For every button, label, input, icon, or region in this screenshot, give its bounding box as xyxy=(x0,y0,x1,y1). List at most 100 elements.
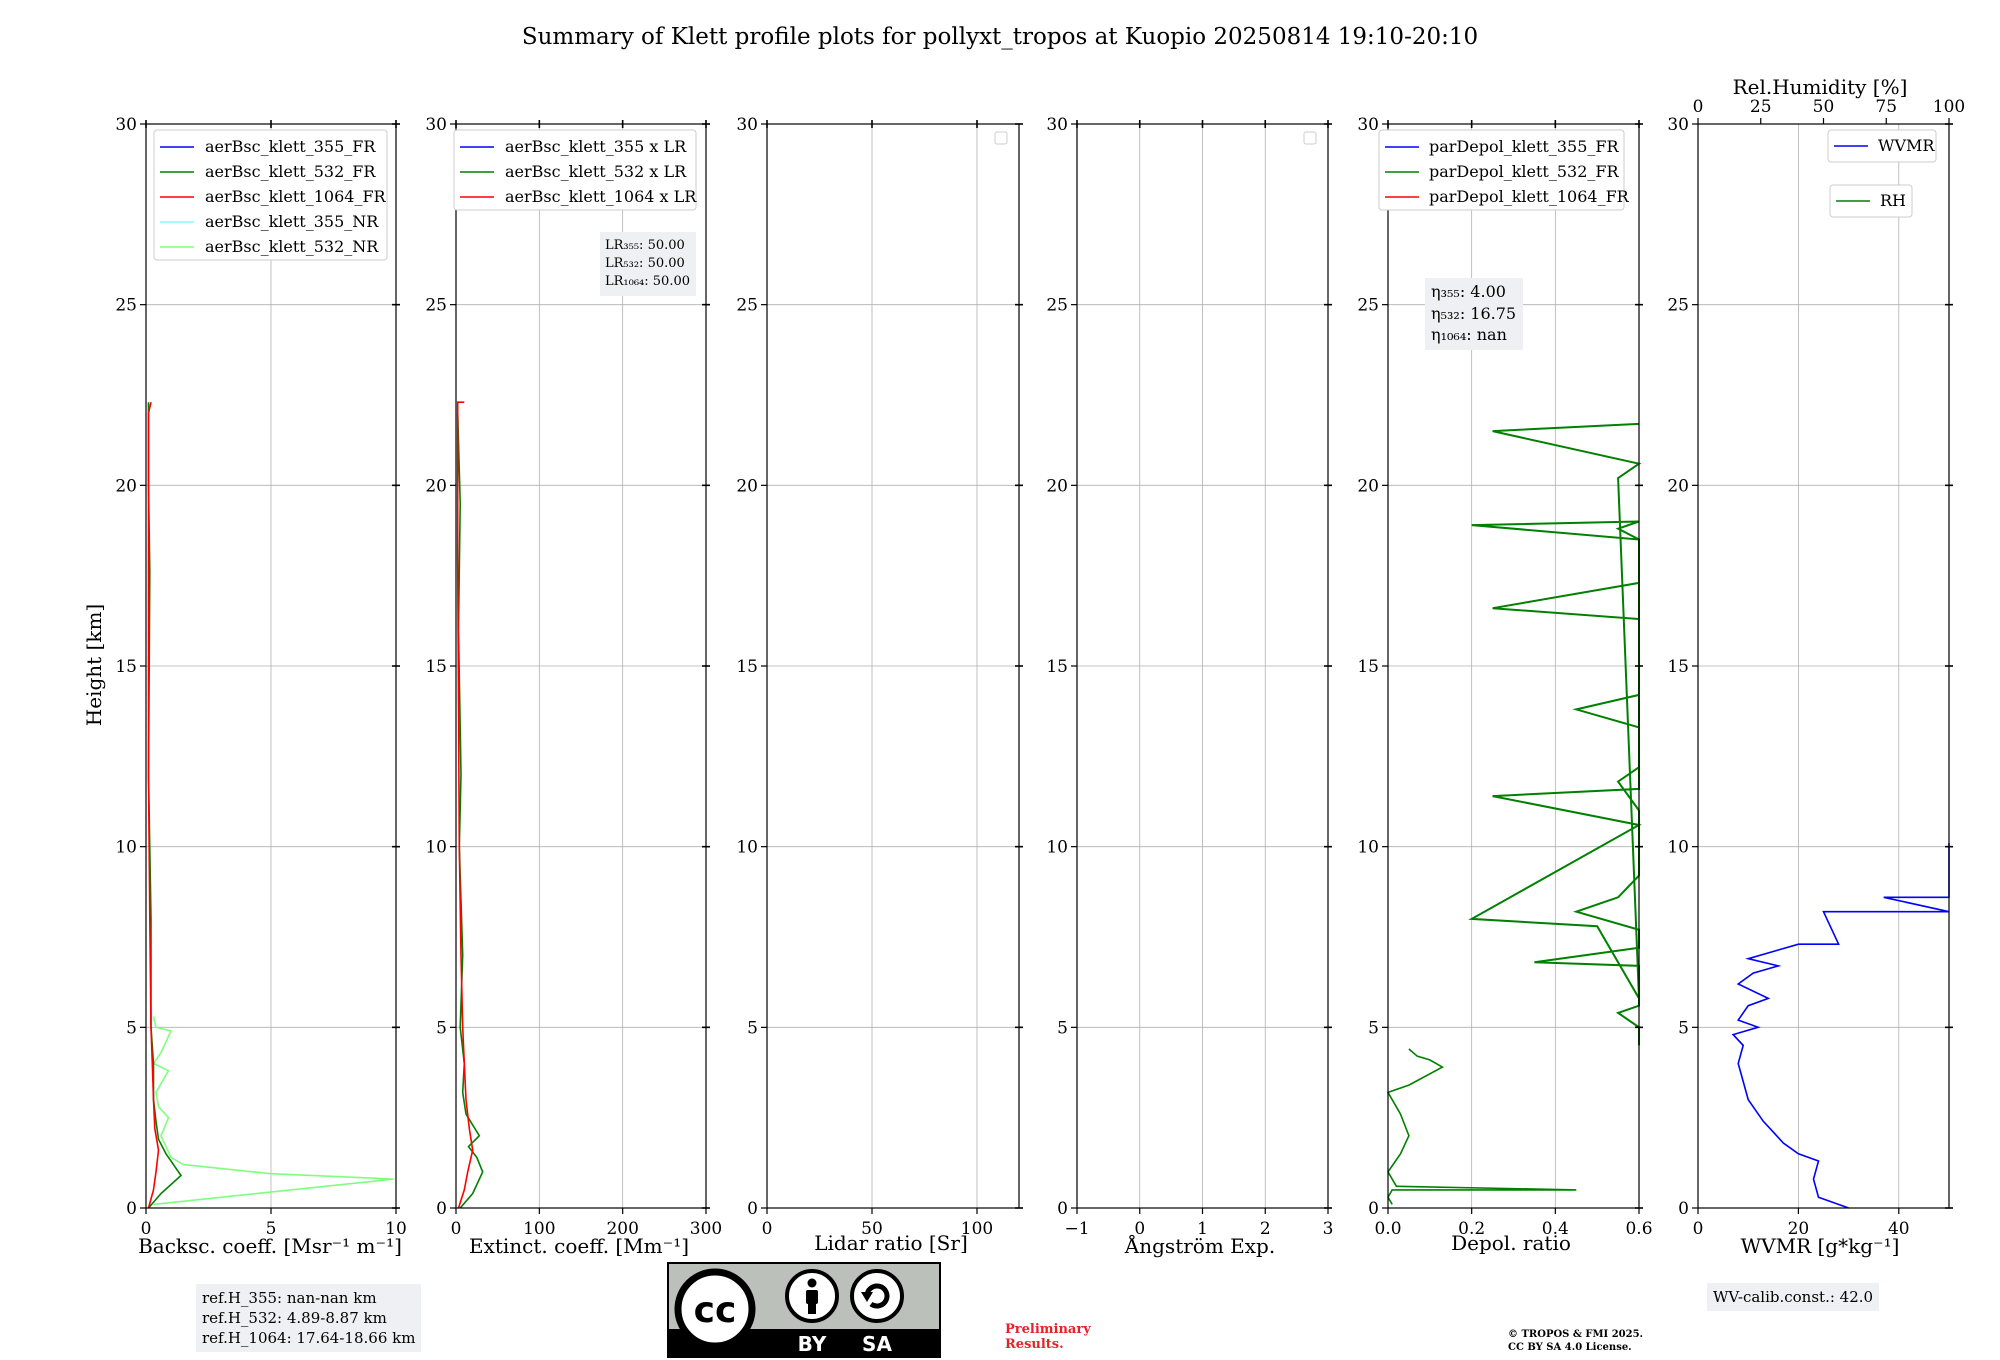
y-tick-label: 5 xyxy=(1368,1018,1379,1038)
angstrom-xlabel: Ångström Exp. xyxy=(1124,1233,1275,1258)
y-tick-label: 20 xyxy=(1046,476,1068,496)
wvmr-legend: WVMR RH xyxy=(1827,129,1937,218)
rh-tick-label: 0 xyxy=(1693,97,1704,117)
lr-355: LR₃₅₅: 50.00 xyxy=(605,238,685,253)
y-tick-label: 15 xyxy=(115,657,137,677)
legend-label: aerBsc_klett_355_NR xyxy=(205,212,379,231)
x-tick-label: 50 xyxy=(861,1219,883,1239)
extinction-xlabel: Extinct. coeff. [Mm⁻¹] xyxy=(469,1234,689,1258)
y-tick-label: 5 xyxy=(1057,1018,1068,1038)
y-tick-label: 0 xyxy=(436,1199,447,1219)
legend-label: aerBsc_klett_355 x LR xyxy=(505,137,687,156)
preliminary-line1: Preliminary xyxy=(1005,1322,1091,1337)
lidar-ratio-panel: Lidar ratio [Sr] 0 50 100 0 5 10 15 20 25 30 xyxy=(736,115,1023,1255)
rh-tick-label: 25 xyxy=(1750,97,1772,117)
eta-355: η₃₅₅: 4.00 xyxy=(1431,282,1506,301)
y-tick-label: 30 xyxy=(425,115,447,135)
series-line-WVMR xyxy=(1731,843,1950,1209)
y-tick-label: 15 xyxy=(425,657,447,677)
wvmr-xlabel: WVMR [g*kg⁻¹] xyxy=(1741,1234,1900,1258)
series-line-parDepol_klett_532_FR xyxy=(1386,1048,1577,1205)
copyright: © TROPOS & FMI 2025. CC BY SA 4.0 Licens… xyxy=(1508,1328,1643,1354)
x-tick-label: 0.4 xyxy=(1542,1219,1569,1239)
y-tick-label: 10 xyxy=(736,838,758,858)
y-tick-label: 30 xyxy=(1046,115,1068,135)
legend-label: aerBsc_klett_532_FR xyxy=(205,162,376,181)
y-tick-label: 20 xyxy=(115,476,137,496)
extinction-panel: Extinct. coeff. [Mm⁻¹] 0 100 200 300 0 5 10 15 2… xyxy=(425,115,722,1258)
y-tick-label: 10 xyxy=(425,838,447,858)
y-tick-label: 0 xyxy=(1368,1199,1379,1219)
depol-panel: Depol. ratio 0.0 0.2 0.4 0.6 0 5 10 15 20 25 30 xyxy=(1357,115,1652,1255)
cc-circle-icon xyxy=(674,1268,756,1350)
y-tick-label: 20 xyxy=(736,476,758,496)
depol-xlabel: Depol. ratio xyxy=(1451,1231,1571,1255)
legend-label: aerBsc_klett_355_FR xyxy=(205,137,376,156)
lidar-ratio-xlabel: Lidar ratio [Sr] xyxy=(814,1231,968,1255)
series-line-aerBsc_klett_532 x LR xyxy=(456,413,484,1209)
rel-humidity-label: Rel.Humidity [%] xyxy=(1733,75,1908,99)
y-tick-label: 30 xyxy=(736,115,758,135)
y-tick-label: 25 xyxy=(736,296,758,316)
wv-calib-const: WV-calib.const.: 42.0 xyxy=(1713,1288,1874,1306)
sa-text: SA xyxy=(862,1332,892,1356)
y-tick-label: 5 xyxy=(747,1018,758,1038)
eta-1064: η₁₀₆₄: nan xyxy=(1431,325,1507,344)
y-tick-label: 5 xyxy=(436,1018,447,1038)
y-tick-label: 30 xyxy=(1357,115,1379,135)
x-tick-label: 2 xyxy=(1260,1219,1271,1239)
y-axis-label: Height [km] xyxy=(82,604,106,726)
y-tick-label: 30 xyxy=(115,115,137,135)
x-tick-label: 0 xyxy=(1693,1219,1704,1239)
legend-label: parDepol_klett_1064_FR xyxy=(1429,187,1630,206)
x-tick-label: 0.6 xyxy=(1625,1219,1652,1239)
x-tick-label: −1 xyxy=(1064,1219,1089,1239)
series-line-aerBsc_klett_1064_FR xyxy=(147,402,160,1209)
y-tick-label: 10 xyxy=(1357,838,1379,858)
preliminary-line2: Results. xyxy=(1005,1337,1064,1352)
copyright-line1: © TROPOS & FMI 2025. xyxy=(1508,1329,1644,1340)
legend-label: parDepol_klett_355_FR xyxy=(1429,137,1620,156)
backscatter-xlabel: Backsc. coeff. [Msr⁻¹ m⁻¹] xyxy=(138,1234,402,1258)
reference-heights-note: ref.H_355: nan-nan km ref.H_532: 4.89-8.… xyxy=(196,1284,422,1352)
legend-label: aerBsc_klett_1064_FR xyxy=(205,187,387,206)
y-tick-label: 5 xyxy=(126,1018,137,1038)
legend-label: parDepol_klett_532_FR xyxy=(1429,162,1620,181)
y-tick-label: 25 xyxy=(1046,296,1068,316)
share-alike-icon xyxy=(850,1269,904,1323)
empty-legend-lidar-ratio xyxy=(994,131,1008,145)
copyright-line2: CC BY SA 4.0 License. xyxy=(1508,1342,1632,1353)
x-tick-label: 0 xyxy=(1134,1219,1145,1239)
y-tick-label: 10 xyxy=(1046,838,1068,858)
x-tick-label: 100 xyxy=(961,1219,993,1239)
x-tick-label: 1 xyxy=(1197,1219,1208,1239)
extinction-legend: aerBsc_klett_355 x LR aerBsc_klett_532 x… xyxy=(453,129,697,211)
x-tick-label: 3 xyxy=(1323,1219,1334,1239)
y-tick-label: 25 xyxy=(115,296,137,316)
x-tick-label: 0 xyxy=(451,1219,462,1239)
y-tick-label: 0 xyxy=(1057,1199,1068,1219)
preliminary-results: Preliminary Results. xyxy=(1005,1322,1091,1352)
legend-label: aerBsc_klett_1064 x LR xyxy=(505,187,697,206)
ref-h-532: ref.H_532: 4.89-8.87 km xyxy=(202,1309,387,1327)
wv-calib-note: WV-calib.const.: 42.0 xyxy=(1707,1283,1880,1311)
depol-legend: parDepol_klett_355_FR parDepol_klett_532… xyxy=(1378,129,1630,211)
legend-label: RH xyxy=(1880,191,1906,210)
series-line-aerBsc_klett_532_NR xyxy=(152,1016,394,1206)
backscatter-panel: Backsc. coeff. [Msr⁻¹ m⁻¹] 0 5 10 0 5 10 15 20 2… xyxy=(115,115,406,1258)
legend-label: WVMR xyxy=(1878,136,1935,155)
y-tick-label: 15 xyxy=(736,657,758,677)
by-text: BY xyxy=(798,1332,827,1356)
x-tick-label: 0.2 xyxy=(1458,1219,1485,1239)
y-tick-label: 20 xyxy=(1667,476,1689,496)
empty-legend-angstrom xyxy=(1303,131,1317,145)
lr-1064: LR₁₀₆₄: 50.00 xyxy=(605,274,690,289)
x-tick-label: 0.0 xyxy=(1374,1219,1401,1239)
backscatter-legend: aerBsc_klett_355_FR aerBsc_klett_532_FR … xyxy=(153,129,388,261)
figure-title: Summary of Klett profile plots for polly… xyxy=(522,24,1478,50)
lr-532: LR₅₃₂: 50.00 xyxy=(605,256,685,271)
y-tick-label: 25 xyxy=(425,296,447,316)
x-tick-label: 200 xyxy=(606,1219,638,1239)
